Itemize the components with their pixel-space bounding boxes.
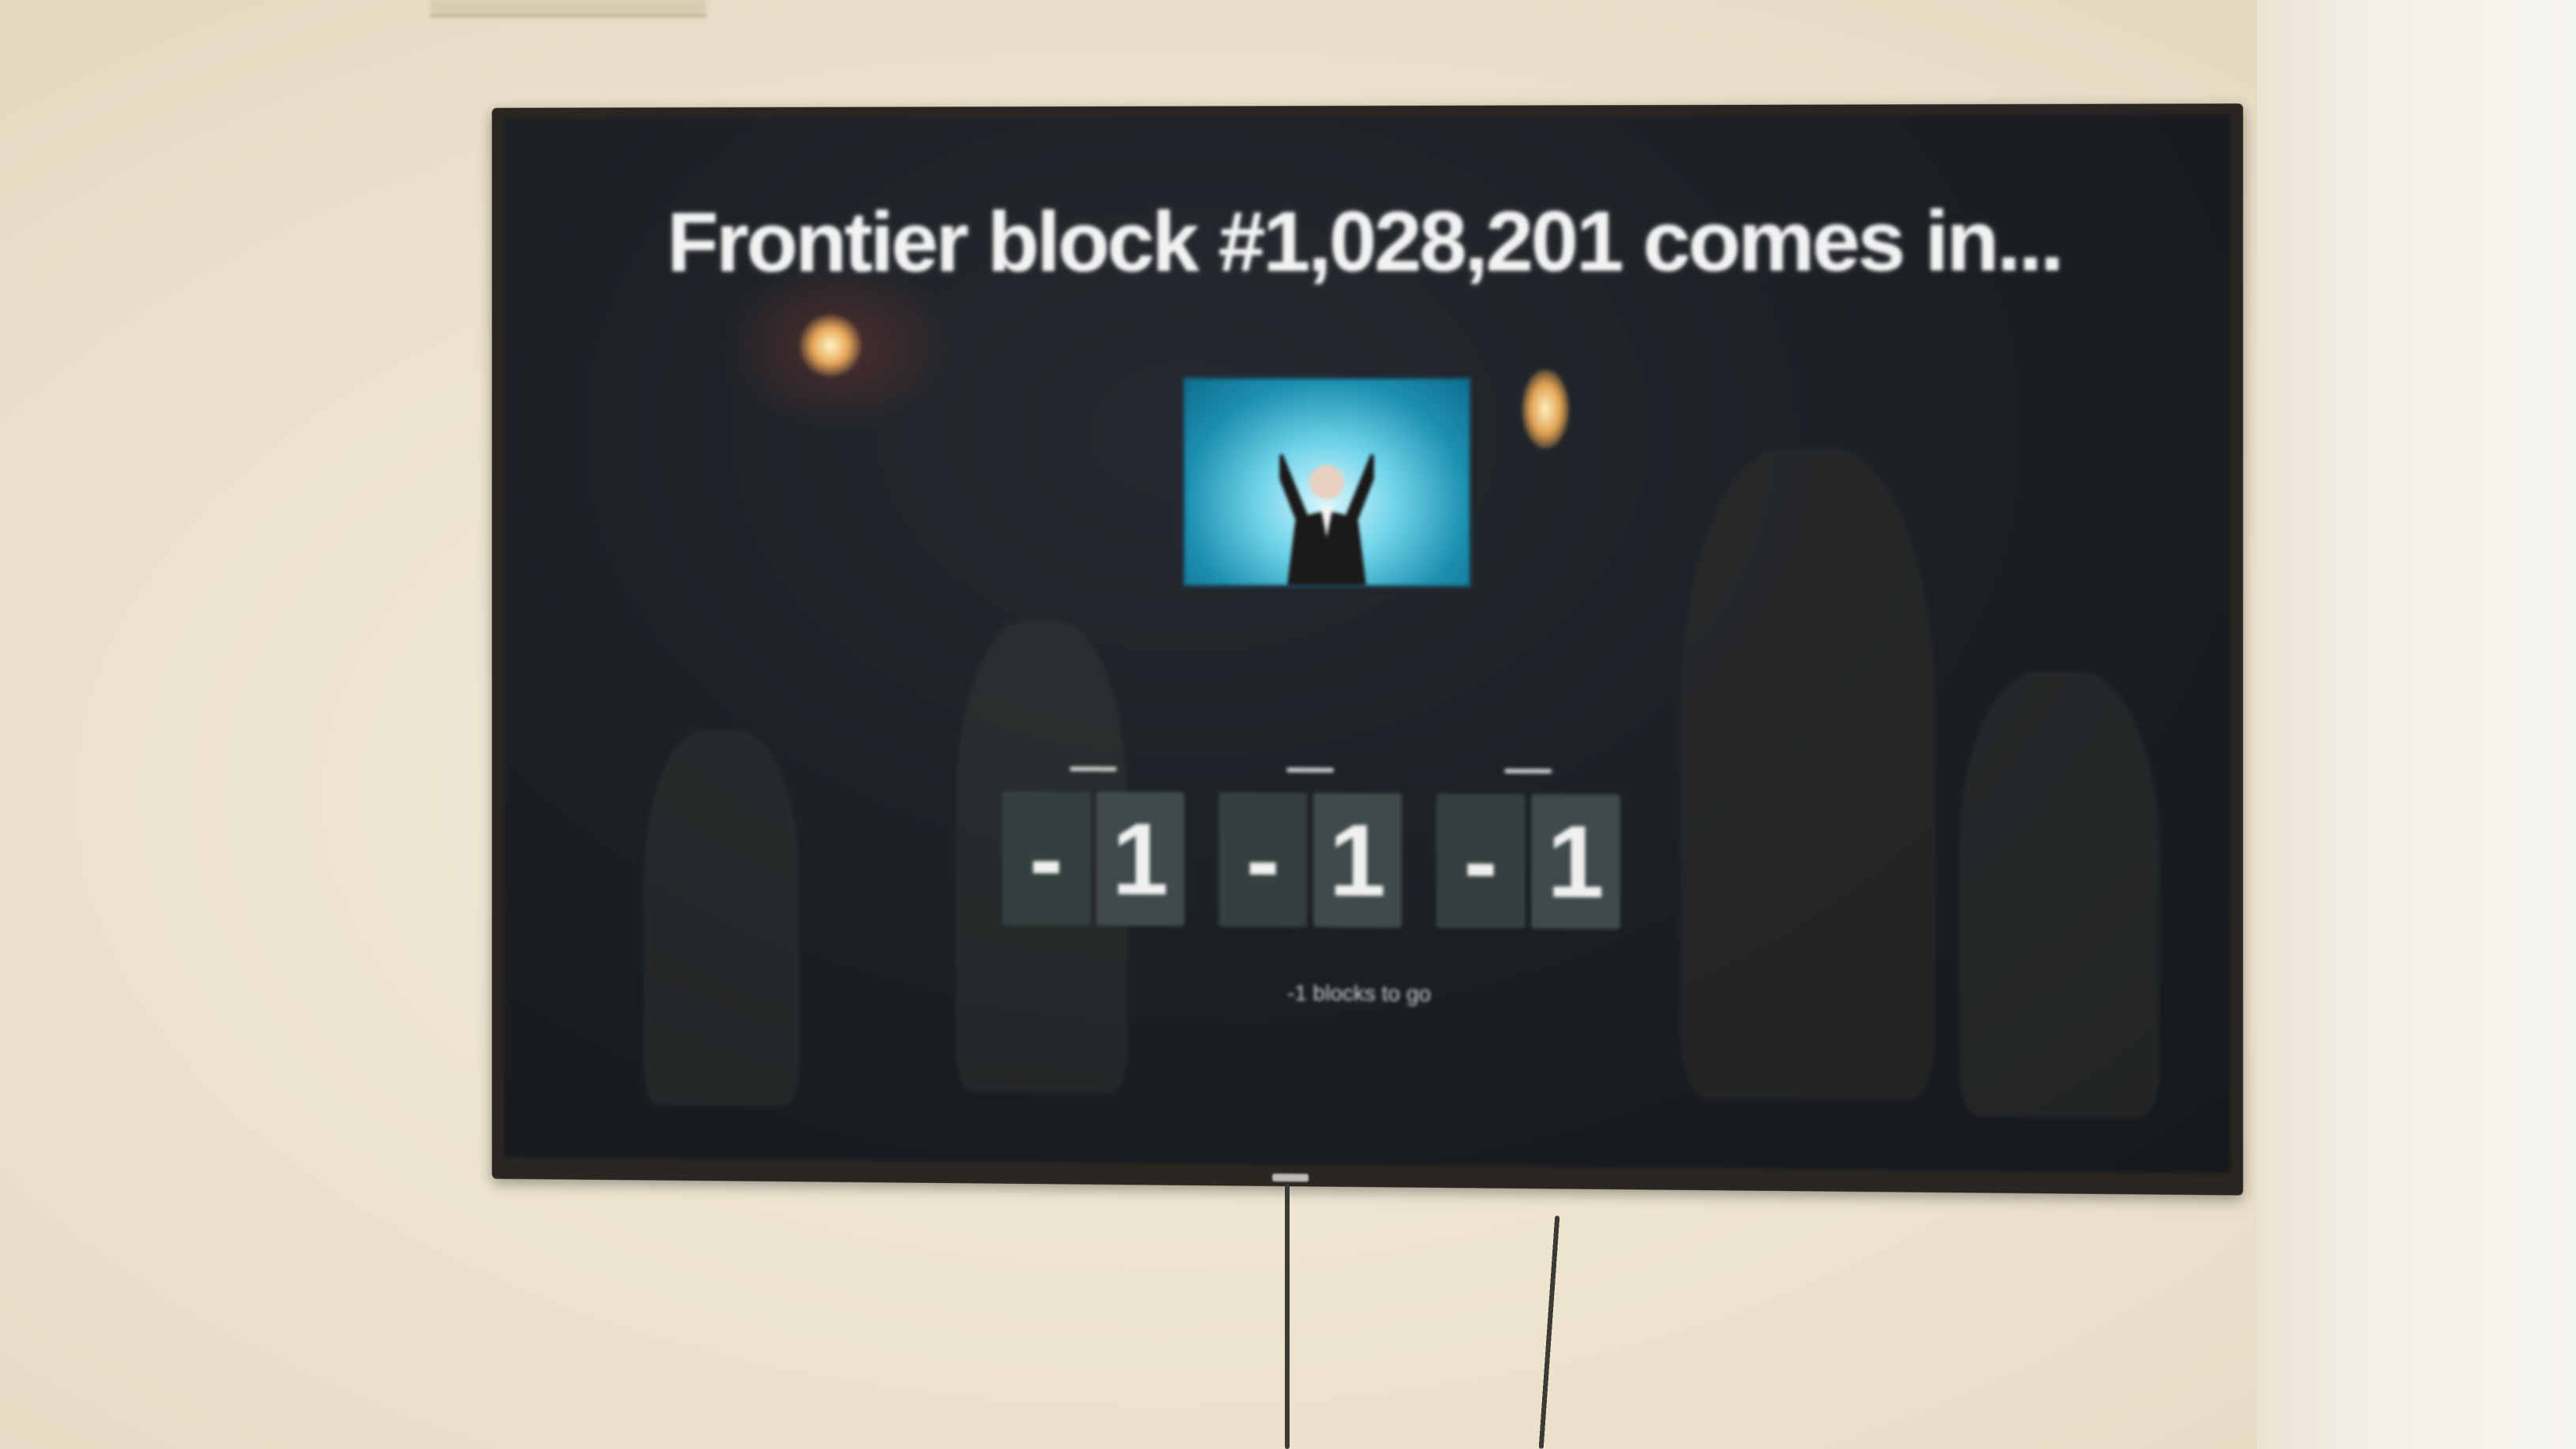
countdown-group-label [1069, 766, 1117, 771]
reflected-person [644, 729, 799, 1106]
tv-screen: Frontier block #1,028,201 comes in... - … [504, 114, 2230, 1173]
countdown-digit: - [1436, 794, 1525, 929]
wall-shelf [430, 0, 706, 17]
television: Frontier block #1,028,201 comes in... - … [492, 103, 2243, 1195]
celebration-gif [1183, 377, 1472, 588]
countdown-digit: 1 [1531, 794, 1619, 929]
countdown-digit: - [1219, 792, 1307, 927]
block-title: Frontier block #1,028,201 comes in... [504, 190, 2230, 290]
block-countdown: - 1 - 1 - 1 [1002, 766, 1620, 929]
reflected-person [1960, 672, 2160, 1118]
tv-cable [1285, 1184, 1290, 1449]
countdown-group-label [1286, 768, 1334, 773]
countdown-group: - 1 [1002, 766, 1184, 927]
tv-brand-logo [1272, 1174, 1309, 1181]
countdown-group-label [1504, 769, 1552, 773]
countdown-group: - 1 [1219, 767, 1402, 927]
countdown-digit: 1 [1096, 792, 1184, 926]
reflected-lamp [1522, 369, 1569, 448]
countdown-digit: - [1002, 792, 1090, 926]
tv-cable [1539, 1215, 1560, 1449]
countdown-digit: 1 [1313, 793, 1402, 928]
celebrating-man-icon [1279, 427, 1374, 585]
countdown-group: - 1 [1436, 768, 1620, 929]
reflected-lamp [799, 314, 862, 377]
wall-corner [2257, 0, 2576, 1449]
